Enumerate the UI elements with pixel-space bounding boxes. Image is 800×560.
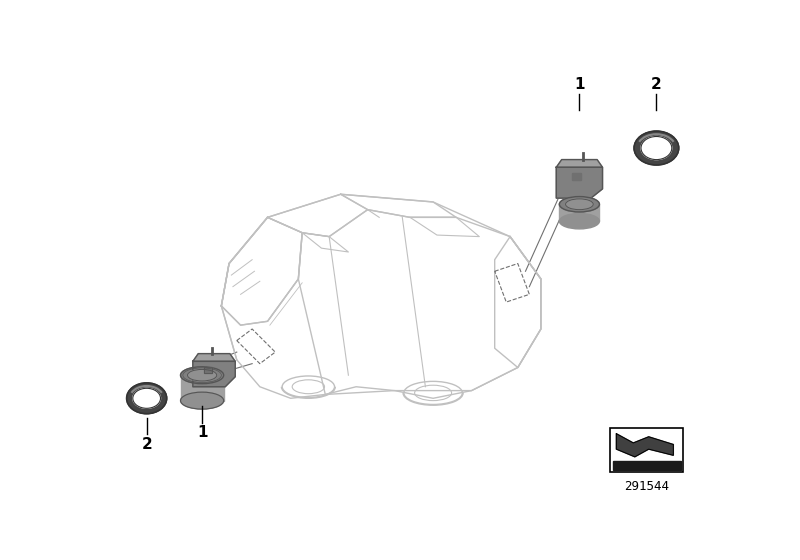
Text: 1: 1 bbox=[197, 425, 207, 440]
Polygon shape bbox=[556, 160, 602, 167]
Polygon shape bbox=[193, 361, 235, 387]
Text: 2: 2 bbox=[142, 437, 152, 452]
Ellipse shape bbox=[559, 213, 599, 229]
Polygon shape bbox=[616, 433, 674, 457]
Polygon shape bbox=[193, 354, 235, 361]
Bar bbox=[205, 367, 212, 373]
Ellipse shape bbox=[641, 137, 672, 160]
Ellipse shape bbox=[634, 131, 678, 165]
Polygon shape bbox=[559, 204, 599, 221]
Ellipse shape bbox=[559, 197, 599, 212]
Ellipse shape bbox=[181, 392, 224, 409]
Ellipse shape bbox=[126, 383, 166, 414]
Bar bbox=[613, 461, 681, 470]
Ellipse shape bbox=[181, 367, 224, 384]
Polygon shape bbox=[181, 375, 224, 400]
Text: 1: 1 bbox=[574, 77, 585, 92]
FancyBboxPatch shape bbox=[610, 427, 683, 472]
Ellipse shape bbox=[133, 388, 161, 408]
Polygon shape bbox=[556, 167, 602, 198]
Ellipse shape bbox=[566, 199, 594, 209]
Bar bbox=[572, 174, 581, 180]
Bar bbox=[205, 367, 212, 373]
Text: 291544: 291544 bbox=[624, 480, 670, 493]
Ellipse shape bbox=[187, 370, 217, 381]
Text: 2: 2 bbox=[651, 77, 662, 92]
